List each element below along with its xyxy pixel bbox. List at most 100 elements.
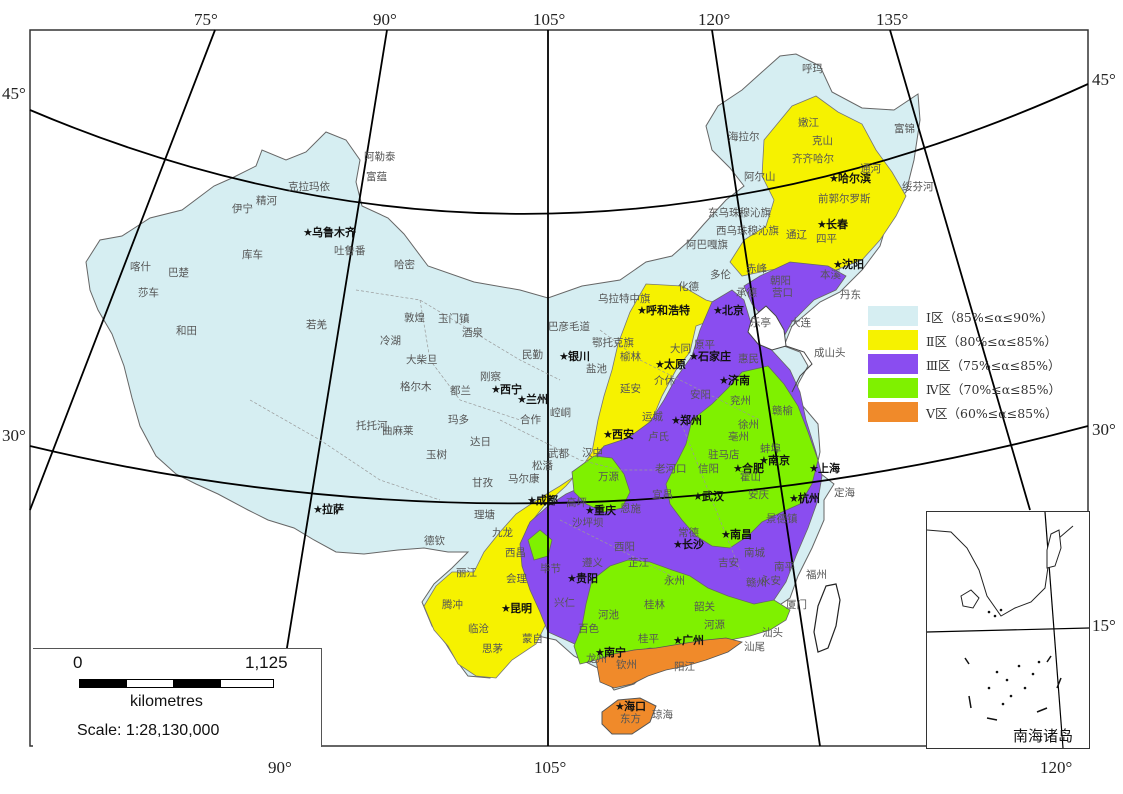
city-label: 库车 [242,248,263,261]
city-label: 南城 [744,546,765,559]
city-label: 多伦 [710,268,731,281]
legend-item-zone-2: Ⅱ区（80%≤α≤85%） [868,330,1088,350]
city-label: 景德镇 [766,512,798,525]
city-label: 巴楚 [168,266,189,279]
legend-item-zone-3: Ⅲ区（75%≤α≤85%） [868,354,1088,374]
city-label: 驻马店 [708,448,740,461]
city-label: 敦煌 [404,311,425,324]
city-label: 吉安 [718,556,739,569]
city-label: 拉萨 [322,502,344,516]
city-label: 嫩江 [798,116,819,129]
city-label: 民勤 [522,348,543,361]
capital-star-icon: ★ [517,393,527,406]
city-label: 四平 [816,233,837,245]
city-label: 承德 [736,286,757,299]
capital-star-icon: ★ [615,700,625,713]
city-label: 通河 [860,163,881,175]
city-label: 东乌珠穆沁旗 [708,206,771,219]
scale-bar-segment [126,679,174,688]
scale-max-label: 1,125 [245,653,288,672]
scale-bar-segment [173,679,221,688]
city-label: 盐池 [586,362,607,375]
city-label: 韶关 [694,600,715,613]
city-label: 都兰 [450,384,471,397]
city-label: 通辽 [786,229,807,241]
city-label: 冷湖 [380,334,401,347]
city-label: 托托河 [356,419,388,432]
city-label: 成都 [536,493,558,507]
bottom-lon-label-120: 120° [1040,758,1073,777]
city-label: 阿尔山 [744,170,776,183]
city-label: 银川 [568,349,590,363]
city-label: 赣榆 [772,404,793,417]
scale-ratio: Scale: 1:28,130,000 [77,722,220,739]
city-label: 杭州 [798,491,820,505]
legend-item-zone-5: Ⅴ区（60%≤α≤85%） [868,402,1088,422]
city-label: 武汉 [702,489,725,503]
capital-star-icon: ★ [637,304,647,317]
capital-star-icon: ★ [789,492,799,505]
capital-star-icon: ★ [817,218,827,231]
city-label: 海口 [624,699,646,713]
city-label: 恩施 [620,502,641,515]
right-lat-label-15: 15° [1092,616,1116,635]
graticule [29,29,1089,747]
top-lon-label-75: 75° [194,10,218,29]
legend-swatch [868,378,918,398]
city-label: 格尔木 [400,380,432,393]
left-lat-label-30: 30° [2,426,26,445]
city-label: 沈阳 [842,257,864,271]
city-label: 桂林 [644,598,665,611]
scale-unit: kilometres [130,693,203,710]
zone-5-region [595,637,743,689]
city-label: 芷江 [628,556,649,569]
right-lat-label-30: 30° [1092,420,1116,439]
bottom-lon-label-90: 90° [268,758,292,777]
capital-star-icon: ★ [689,350,699,363]
city-label: 重庆 [594,503,616,517]
capital-star-icon: ★ [527,494,537,507]
city-label: 汕尾 [744,641,765,653]
capital-star-icon: ★ [585,504,595,517]
scale-bar-segment [79,679,127,688]
scale-bar-box: 0 1,125 kilometres Scale: 1:28,130,000 [33,648,322,747]
city-label: 常德 [678,526,699,539]
city-label: 精河 [256,194,277,207]
city-label: 贵阳 [576,571,598,585]
city-label: 酒泉 [462,326,483,339]
city-label: 大柴旦 [406,353,438,366]
shandong-coast [785,345,813,393]
city-label: 刚察 [480,370,501,383]
city-label: 河池 [598,608,619,621]
capital-star-icon: ★ [759,454,769,467]
city-label: 德钦 [424,534,445,547]
city-label: 钦州 [616,659,637,671]
legend-label: Ⅴ区（60%≤α≤85%） [926,405,1058,421]
top-lon-label-105: 105° [533,10,566,29]
city-label: 丽江 [456,567,477,579]
city-label: 哈尔滨 [838,171,871,185]
city-label: 广州 [682,633,704,647]
city-label: 兴仁 [554,597,575,609]
city-label: 济南 [728,373,750,387]
capital-star-icon: ★ [719,374,729,387]
city-label: 百色 [578,622,599,635]
city-label: 若羌 [306,318,327,331]
city-label: 桂平 [638,632,659,645]
city-label: 沙坪坝 [572,516,604,529]
city-label: 吐鲁番 [334,244,366,257]
city-label: 榆林 [620,350,641,363]
city-label: 乌拉特中旗 [598,292,651,305]
city-label: 富锦 [894,122,915,135]
city-label: 高坪 [566,496,587,509]
capital-star-icon: ★ [693,490,703,503]
city-label: 九龙 [492,526,513,539]
city-label: 安庆 [748,488,769,501]
city-label: 会理 [506,572,527,585]
city-label: 永安 [760,574,781,587]
city-label: 福州 [806,568,827,581]
city-label: 兰州 [526,392,548,406]
city-label: 南平 [774,560,795,573]
city-label: 徐州 [738,418,759,431]
